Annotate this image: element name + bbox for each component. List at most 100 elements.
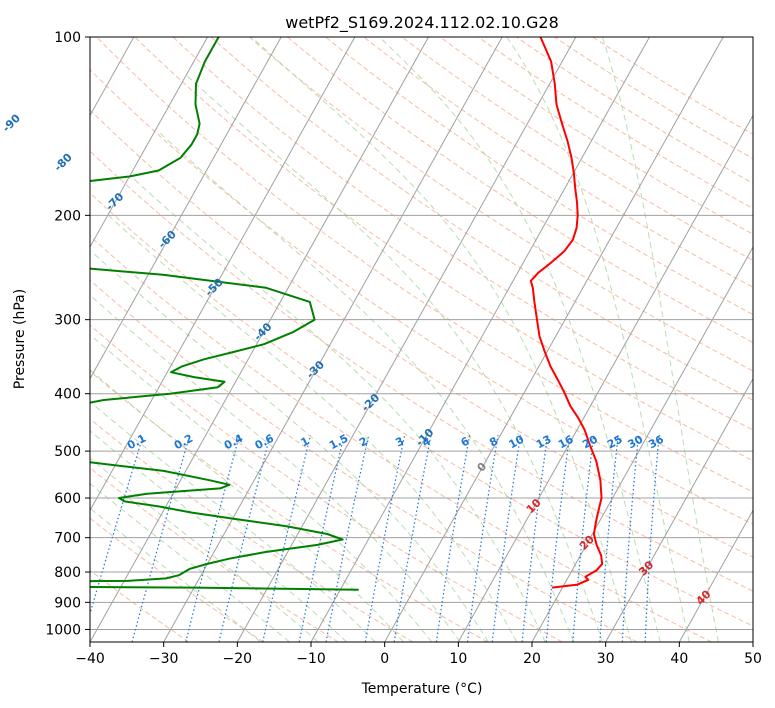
isotherm-line <box>752 640 753 642</box>
moist-adiabat-label: 40 <box>694 587 714 607</box>
dry-adiabat-line <box>401 37 753 262</box>
moist-adiabat-line <box>90 294 461 642</box>
mixing-ratio-label: 2 <box>357 434 370 449</box>
plot-frame <box>89 36 754 643</box>
chart-title: wetPf2_S169.2024.112.02.10.G28 <box>285 13 559 33</box>
moist-adiabat-line <box>186 74 603 642</box>
moist-adiabat-line <box>90 457 319 642</box>
dry-adiabat-line <box>90 370 488 642</box>
moist-adiabats <box>90 37 719 642</box>
mixing-ratio-line <box>466 435 499 642</box>
dry-adiabat-line <box>90 109 753 558</box>
dry-adiabat-label: -30 <box>304 358 327 381</box>
dry-adiabat-line <box>325 37 753 316</box>
mixing-ratio-line <box>599 435 619 642</box>
isotherm-line <box>90 37 429 642</box>
isotherm-line <box>90 37 208 249</box>
mixing-ratio-label: 1 <box>299 434 312 449</box>
dry-adiabat-line <box>90 192 753 627</box>
dry-adiabat-line <box>516 37 753 184</box>
mixing-ratio-label: 10 <box>507 433 527 452</box>
dry-adiabat-label: -90 <box>0 111 23 134</box>
isotherm-line <box>384 37 724 642</box>
isotherm-line <box>236 37 577 642</box>
x-tick-label: 40 <box>670 651 688 667</box>
isotherm-line <box>310 37 650 642</box>
dry-adiabat-line <box>90 467 339 642</box>
y-tick-label: 100 <box>54 30 81 46</box>
mixing-ratio-line <box>644 435 660 642</box>
mixing-ratio-line <box>185 435 241 642</box>
dry-adiabat-line <box>90 235 712 642</box>
mixing-ratio-label: 0.4 <box>222 432 246 453</box>
y-tick-label: 600 <box>54 491 81 507</box>
y-axis-label: Pressure (hPa) <box>12 289 28 389</box>
moist-adiabat-line <box>108 214 518 642</box>
mixing-ratio-line <box>621 435 640 642</box>
dry-adiabat-line <box>90 324 563 642</box>
dry-adiabat-line <box>90 279 638 642</box>
dry-adiabat-label: -60 <box>156 228 179 251</box>
mixing-ratio-label: 20 <box>580 433 600 452</box>
dry-adiabat-line <box>90 517 264 642</box>
mixing-ratio-label: 36 <box>646 433 666 452</box>
mixing-ratio-line <box>218 435 271 642</box>
x-tick-label: 50 <box>744 651 762 667</box>
mixing-ratio-line <box>325 435 370 642</box>
mixing-ratio-line <box>435 435 471 642</box>
y-tick-label: 800 <box>54 565 81 581</box>
mixing-ratio-line <box>298 435 345 642</box>
x-tick-label: −30 <box>149 651 179 667</box>
mixing-ratio-line <box>131 435 191 642</box>
line-labels: 0.10.20.40.611.52346810131620253036-100-… <box>0 111 714 607</box>
mixing-ratio-label: 0.1 <box>125 432 148 453</box>
y-tick-label: 1000 <box>45 622 81 638</box>
x-tick-label: 0 <box>380 651 389 667</box>
moist-adiabat-line <box>378 37 661 642</box>
mixing-ratio-label: 8 <box>487 434 500 449</box>
x-tick-label: 10 <box>449 651 467 667</box>
mixing-ratio-label: 0.6 <box>253 432 277 453</box>
dry-adiabat-line <box>172 37 753 431</box>
dry-adiabat-line <box>439 37 753 235</box>
moist-adiabat-line <box>506 37 690 642</box>
y-tick-label: 400 <box>54 387 81 403</box>
x-tick-label: 20 <box>523 651 541 667</box>
sounding-profiles <box>90 37 604 591</box>
sounding-line <box>529 37 604 589</box>
moist-adiabat-label: 10 <box>524 496 544 516</box>
mixing-ratio-line <box>521 435 549 642</box>
dry-adiabat-line <box>90 569 190 642</box>
dry-adiabat-label: -40 <box>251 320 274 343</box>
isotherm-line <box>457 114 753 642</box>
mixing-ratio-line <box>90 435 144 616</box>
dry-adiabat-line <box>363 37 753 288</box>
isotherm-line <box>678 509 753 642</box>
y-tick-label: 300 <box>54 313 81 329</box>
isotherm-gridlines <box>90 37 753 642</box>
isotherm-line <box>531 246 753 642</box>
moist-adiabat-line <box>90 250 489 642</box>
mixing-ratio-line <box>545 435 571 642</box>
y-tick-label: 700 <box>54 531 81 547</box>
moist-adiabat-line <box>90 483 290 642</box>
dry-adiabat-line <box>592 37 753 135</box>
moist-adiabat-line <box>90 400 376 642</box>
mixing-ratio-line <box>364 435 406 642</box>
moist-adiabat-line <box>90 507 261 642</box>
moist-adiabat-line <box>90 430 348 642</box>
x-tick-label: −10 <box>296 651 326 667</box>
y-tick-label: 900 <box>54 595 81 611</box>
moist-adiabat-line <box>90 369 404 642</box>
isotherm-line <box>163 37 503 642</box>
x-tick-label: 30 <box>597 651 615 667</box>
mixing-ratio-line <box>572 435 595 642</box>
dry-adiabat-label: -80 <box>52 150 75 173</box>
y-axis-ticks: 1000 900 800 700 600 500 400 300 200 100 <box>45 30 90 638</box>
moist-adiabat-line <box>90 334 433 642</box>
sounding-line <box>90 37 359 591</box>
moist-adiabat-line <box>130 176 546 642</box>
mixing-ratio-label: 30 <box>625 433 645 452</box>
mixing-ratio-lines <box>90 435 660 642</box>
